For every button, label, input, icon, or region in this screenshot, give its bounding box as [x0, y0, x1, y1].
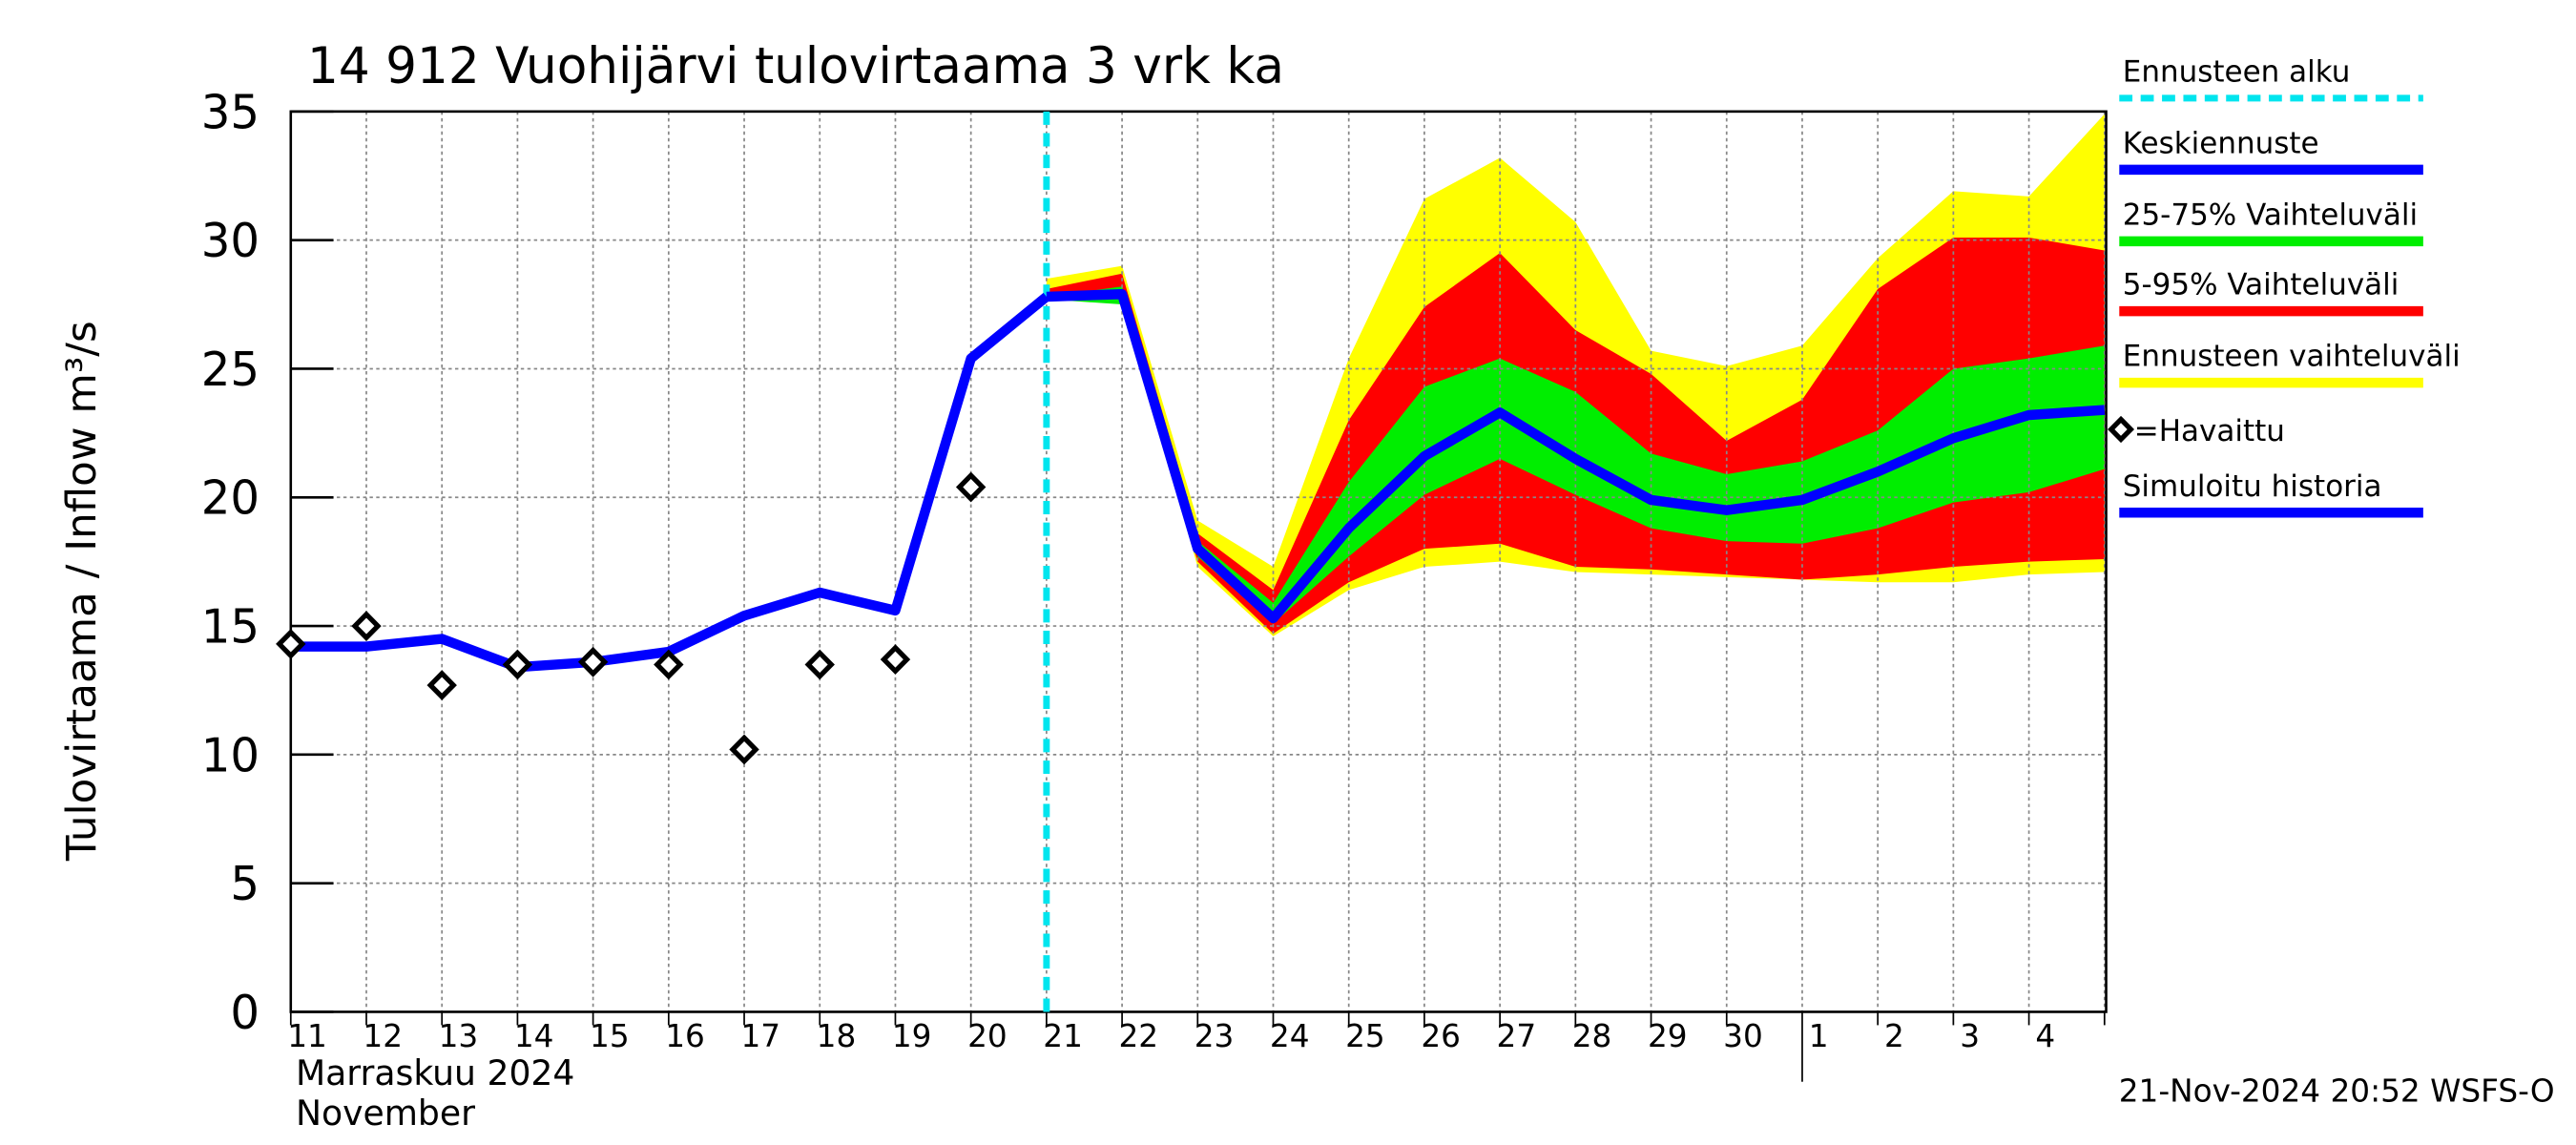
x-tick-label: 4 — [2035, 1017, 2055, 1054]
x-tick-label: 28 — [1572, 1017, 1612, 1054]
x-tick-label: 23 — [1195, 1017, 1235, 1054]
observed-marker — [577, 646, 609, 677]
x-tick-label: 1 — [1809, 1017, 1829, 1054]
y-tick-label: 5 — [230, 858, 260, 911]
x-tick-label: 17 — [740, 1017, 780, 1054]
x-tick-label: 25 — [1345, 1017, 1385, 1054]
observed-marker — [276, 629, 306, 659]
y-tick-label: 25 — [201, 344, 260, 397]
y-tick-label: 10 — [201, 729, 260, 782]
observed-marker — [804, 649, 835, 680]
observed-marker — [351, 611, 382, 641]
x-tick-label: 3 — [1960, 1017, 1980, 1054]
observed-marker — [955, 471, 987, 503]
observed-marker — [502, 649, 533, 680]
month-label: November — [296, 1093, 475, 1134]
observed-marker — [880, 644, 911, 676]
plot-frame — [289, 110, 2108, 1013]
x-tick-label: 19 — [892, 1017, 932, 1054]
legend-label: =Havaittu — [2134, 414, 2285, 448]
legend-label: Keskiennuste — [2123, 126, 2319, 160]
observed-marker — [654, 649, 684, 680]
legend-label: Ennusteen vaihteluväli — [2123, 340, 2461, 374]
observed-marker — [426, 670, 457, 700]
x-tick-label: 24 — [1270, 1017, 1310, 1054]
month-label: Marraskuu 2024 — [296, 1052, 574, 1093]
x-tick-label: 2 — [1884, 1017, 1904, 1054]
x-tick-label: 27 — [1497, 1017, 1537, 1054]
x-tick-label: 21 — [1043, 1017, 1083, 1054]
legend-label: Simuloitu historia — [2123, 469, 2382, 504]
y-axis-label: Tulovirtaama / Inflow m³/s — [58, 321, 106, 862]
x-tick-label: 26 — [1421, 1017, 1461, 1054]
x-tick-label: 29 — [1648, 1017, 1688, 1054]
y-tick-label: 0 — [230, 987, 260, 1040]
y-tick-label: 30 — [201, 215, 260, 268]
legend-label: 25-75% Vaihteluväli — [2123, 198, 2418, 232]
x-tick-label: 12 — [363, 1017, 403, 1054]
chart-title: 14 912 Vuohijärvi tulovirtaama 3 vrk ka — [307, 38, 1284, 95]
series-line — [1046, 289, 2106, 624]
x-tick-label: 14 — [514, 1017, 554, 1054]
x-tick-label: 30 — [1723, 1017, 1763, 1054]
legend-label: Ennusteen alku — [2123, 54, 2351, 89]
legend-marker — [2108, 415, 2135, 444]
y-tick-label: 15 — [201, 600, 260, 654]
x-tick-label: 16 — [665, 1017, 705, 1054]
x-tick-label: 22 — [1119, 1017, 1159, 1054]
x-tick-label: 20 — [967, 1017, 1008, 1054]
y-tick-label: 20 — [201, 471, 260, 525]
footer: 21-Nov-2024 20:52 WSFS-O — [2119, 1072, 2555, 1109]
y-tick-label: 35 — [201, 86, 260, 139]
x-tick-label: 13 — [439, 1017, 479, 1054]
x-tick-label: 11 — [287, 1017, 327, 1054]
legend-label: 5-95% Vaihteluväli — [2123, 268, 2399, 302]
x-tick-label: 18 — [817, 1017, 857, 1054]
x-tick-label: 15 — [590, 1017, 630, 1054]
observed-marker — [729, 734, 759, 765]
